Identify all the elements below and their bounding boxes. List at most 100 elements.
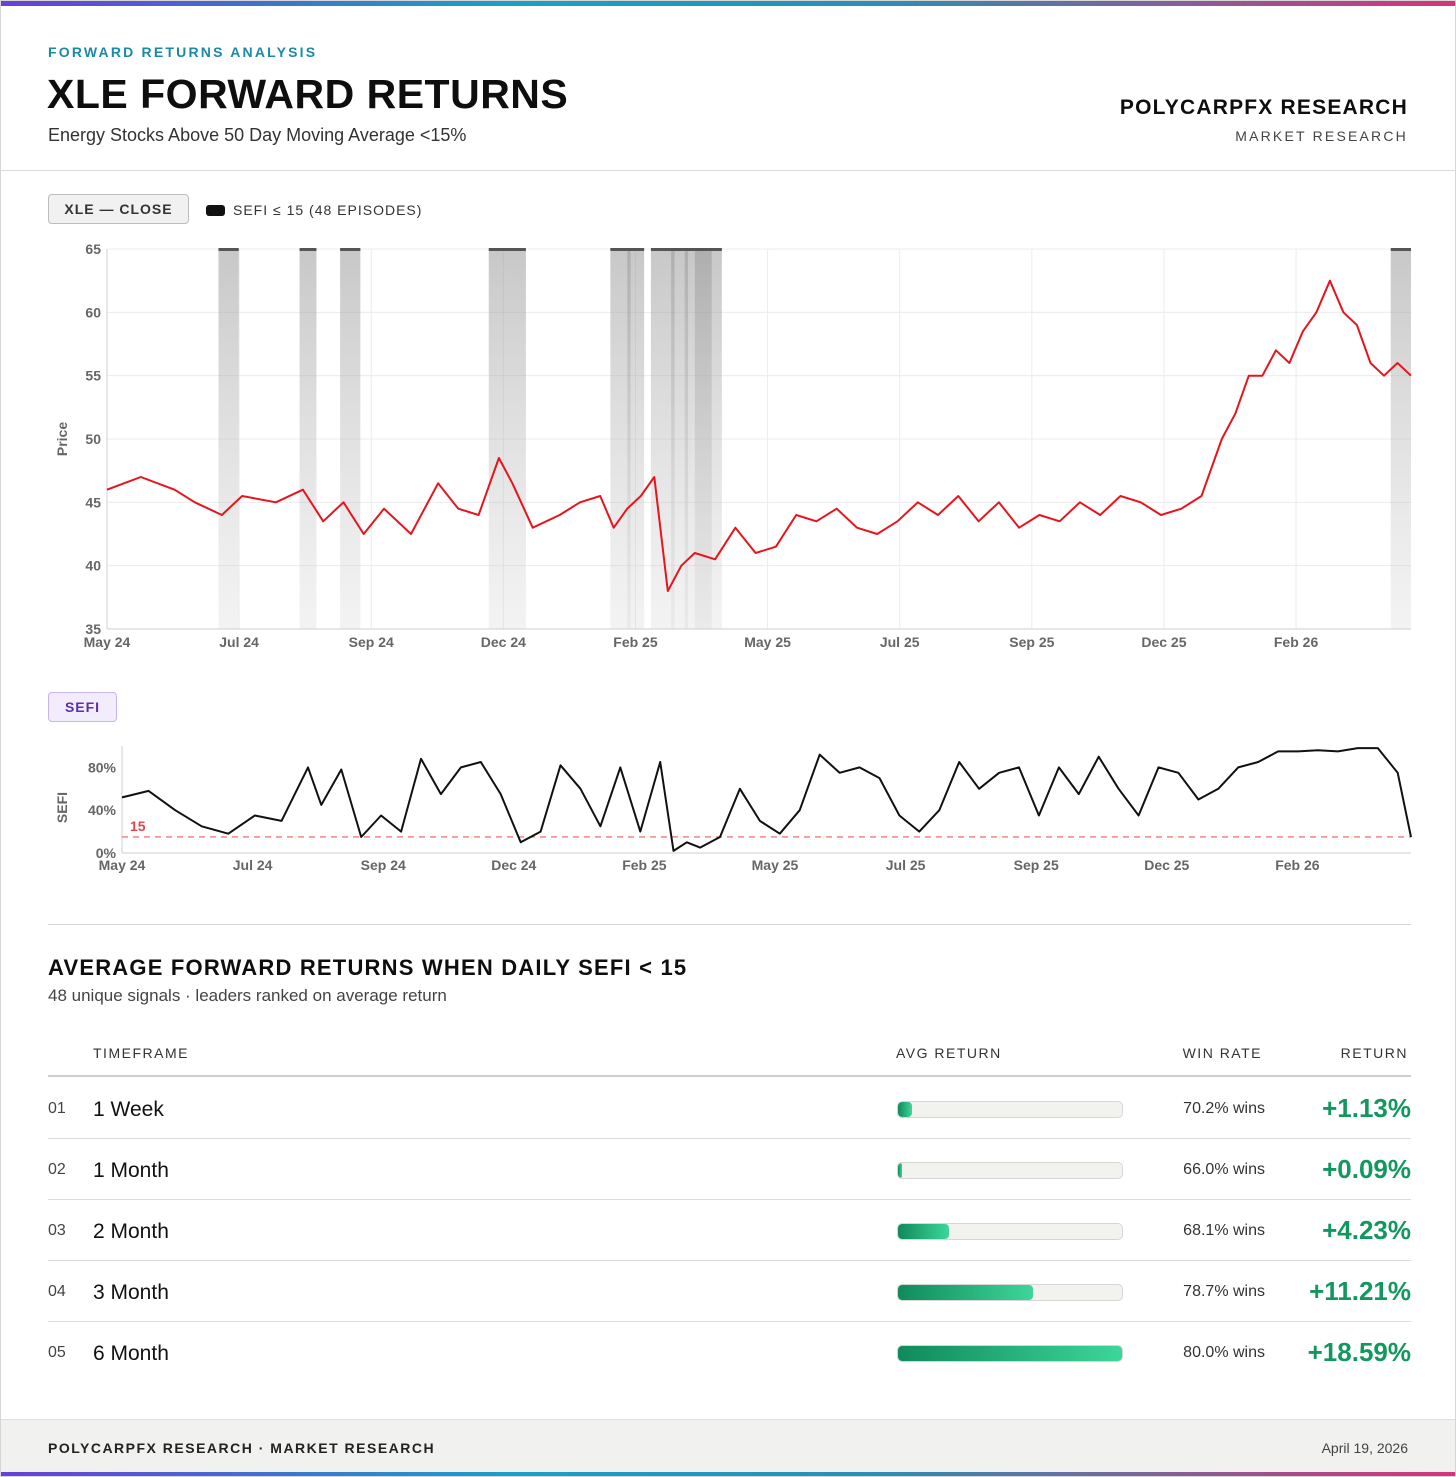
x-tick-label: Jul 24 xyxy=(233,857,273,873)
row-timeframe: 1 Month xyxy=(93,1159,169,1182)
row-timeframe: 2 Month xyxy=(93,1220,169,1243)
avg-return-bar-fill xyxy=(898,1163,903,1178)
avg-return-bar xyxy=(897,1162,1123,1179)
x-tick-label: May 24 xyxy=(84,634,131,650)
table-row: 04 3 Month 78.7% wins +11.21% xyxy=(48,1261,1411,1322)
y-tick-label: 50 xyxy=(85,431,101,447)
header-divider xyxy=(1,170,1455,171)
footer-brand: POLYCARPFX RESEARCH · MARKET RESEARCH xyxy=(48,1440,436,1456)
row-timeframe: 6 Month xyxy=(93,1342,169,1365)
row-number: 03 xyxy=(48,1222,66,1239)
page-title: XLE FORWARD RETURNS xyxy=(47,71,569,117)
row-return: +11.21% xyxy=(1309,1276,1411,1306)
episode-band-cap xyxy=(671,248,689,251)
avg-return-bar xyxy=(897,1101,1123,1118)
episode-band xyxy=(671,249,689,629)
price-series-line xyxy=(106,279,1412,592)
x-tick-label: May 25 xyxy=(752,857,799,873)
table-title: AVERAGE FORWARD RETURNS WHEN DAILY SEFI … xyxy=(48,955,688,980)
price-legend: SEFI ≤ 15 (48 EPISODES) xyxy=(206,202,422,218)
x-tick-label: Jul 25 xyxy=(886,857,926,873)
y-tick-label: 80% xyxy=(88,759,117,775)
row-win-rate: 78.7% wins xyxy=(1183,1283,1265,1300)
table-header-divider xyxy=(48,1075,1411,1077)
footer: POLYCARPFX RESEARCH · MARKET RESEARCH Ap… xyxy=(1,1419,1455,1474)
episode-band xyxy=(488,249,526,629)
episode-band xyxy=(1390,249,1411,629)
avg-return-bar-fill xyxy=(898,1224,950,1239)
x-tick-label: Feb 26 xyxy=(1274,634,1319,650)
row-timeframe: 1 Week xyxy=(93,1098,164,1121)
episode-band-cap xyxy=(299,248,317,251)
x-tick-label: Sep 25 xyxy=(1014,857,1059,873)
row-number: 01 xyxy=(48,1100,66,1117)
table-subtitle: 48 unique signals · leaders ranked on av… xyxy=(48,986,447,1005)
row-number: 02 xyxy=(48,1161,66,1178)
episode-legend-swatch xyxy=(206,204,225,216)
x-tick-label: Feb 26 xyxy=(1275,857,1320,873)
episode-band-cap xyxy=(650,248,675,251)
x-tick-label: Feb 25 xyxy=(622,857,667,873)
x-tick-label: Jul 25 xyxy=(880,634,920,650)
sefi-chart-tag: SEFI xyxy=(48,692,117,722)
row-win-rate: 66.0% wins xyxy=(1183,1161,1265,1178)
x-tick-label: Sep 24 xyxy=(361,857,406,873)
y-tick-label: 45 xyxy=(85,494,101,510)
x-tick-label: Sep 25 xyxy=(1009,634,1054,650)
row-timeframe: 3 Month xyxy=(93,1281,169,1304)
episode-band-cap xyxy=(340,248,361,251)
episode-band xyxy=(299,249,317,629)
y-tick-label: 55 xyxy=(85,368,101,384)
brand-subtitle: MARKET RESEARCH xyxy=(1235,128,1408,144)
episode-band-cap xyxy=(1390,248,1411,251)
footer-date: April 19, 2026 xyxy=(1321,1440,1408,1456)
header-return: RETURN xyxy=(1340,1045,1408,1061)
x-tick-label: Dec 24 xyxy=(491,857,536,873)
row-return: +4.23% xyxy=(1322,1215,1411,1245)
row-return: +1.13% xyxy=(1322,1093,1411,1123)
header-win-rate: WIN RATE xyxy=(1182,1045,1262,1061)
x-tick-label: Dec 24 xyxy=(481,634,526,650)
kicker: FORWARD RETURNS ANALYSIS xyxy=(48,44,318,60)
episode-band xyxy=(650,249,675,629)
row-return: +18.59% xyxy=(1307,1337,1411,1367)
header-avg-return: AVG RETURN xyxy=(896,1045,1002,1061)
table-row: 03 2 Month 68.1% wins +4.23% xyxy=(48,1200,1411,1261)
y-tick-label: 35 xyxy=(85,621,101,637)
sefi-series-line xyxy=(121,747,1412,852)
avg-return-bar xyxy=(897,1223,1123,1240)
episode-band-cap xyxy=(610,248,631,251)
row-number: 04 xyxy=(48,1283,66,1300)
row-win-rate: 80.0% wins xyxy=(1183,1344,1265,1361)
episode-band-cap xyxy=(488,248,526,251)
x-tick-label: May 25 xyxy=(744,634,791,650)
threshold-label: 15 xyxy=(130,818,146,834)
price-chart-tag: XLE — CLOSE xyxy=(48,194,189,224)
y-tick-label: 40% xyxy=(88,802,117,818)
row-return: +0.09% xyxy=(1322,1154,1411,1184)
x-tick-label: Feb 25 xyxy=(613,634,658,650)
row-win-rate: 68.1% wins xyxy=(1183,1222,1265,1239)
avg-return-bar xyxy=(897,1345,1123,1362)
table-row: 02 1 Month 66.0% wins +0.09% xyxy=(48,1139,1411,1200)
y-axis-label: Price xyxy=(54,422,70,456)
y-tick-label: 65 xyxy=(85,241,101,257)
avg-return-bar-fill xyxy=(898,1346,1122,1361)
sefi-chart: 80% 40% 0%May 24 Jul 24 Sep 24 Dec 24 Feb 25 Ma… xyxy=(54,746,1412,873)
row-win-rate: 70.2% wins xyxy=(1183,1100,1265,1117)
x-tick-label: Dec 25 xyxy=(1144,857,1189,873)
episode-band xyxy=(610,249,631,629)
table-row: 05 6 Month 80.0% wins +18.59% xyxy=(48,1322,1411,1383)
y-axis-label: SEFI xyxy=(54,792,70,823)
gradient-bottom-bar xyxy=(1,1472,1455,1476)
y-tick-label: 40 xyxy=(85,558,101,574)
x-tick-label: Dec 25 xyxy=(1141,634,1186,650)
avg-return-bar xyxy=(897,1284,1123,1301)
page-subtitle: Energy Stocks Above 50 Day Moving Averag… xyxy=(48,125,467,145)
y-tick-label: 0% xyxy=(96,845,117,861)
y-tick-label: 60 xyxy=(85,304,101,320)
gradient-top-bar xyxy=(1,1,1455,6)
episode-band xyxy=(218,249,239,629)
